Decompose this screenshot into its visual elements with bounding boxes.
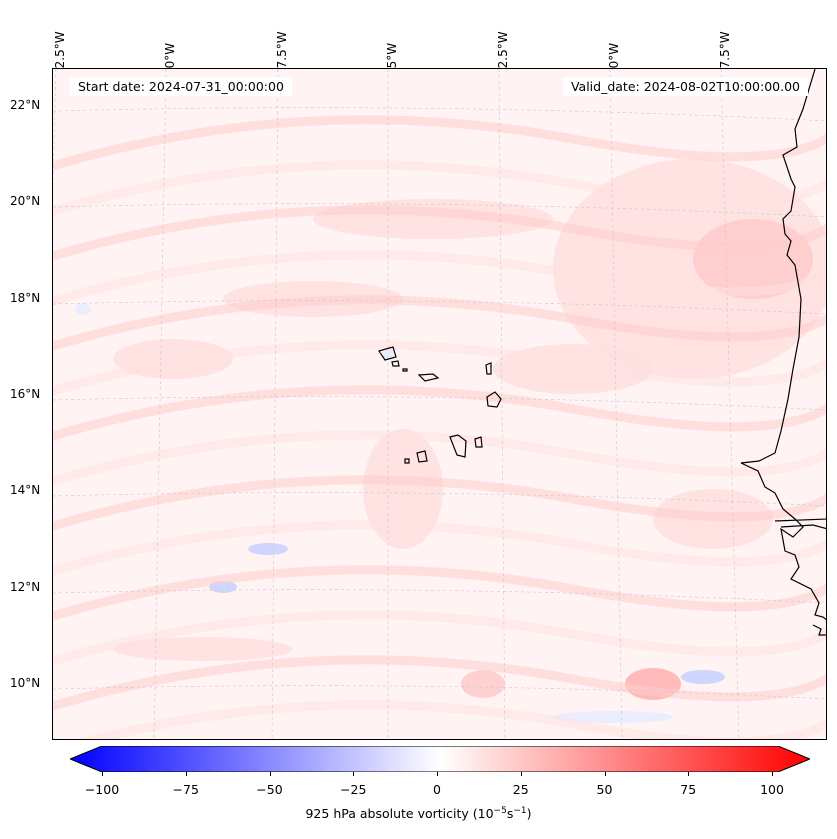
latitude-label: 16°N bbox=[10, 387, 41, 401]
vorticity-contour bbox=[553, 711, 673, 723]
colorbar-tickmark bbox=[185, 772, 187, 776]
map-panel bbox=[52, 68, 827, 740]
latitude-label: 14°N bbox=[10, 483, 41, 497]
colorbar-gradient bbox=[68, 745, 812, 773]
vorticity-contour bbox=[53, 520, 826, 576]
colorbar-tickmark bbox=[520, 772, 522, 776]
longitude-gridline bbox=[271, 69, 279, 739]
coastline bbox=[391, 360, 400, 367]
vorticity-contour bbox=[53, 340, 826, 396]
colorbar bbox=[68, 745, 812, 773]
coastline bbox=[740, 69, 816, 464]
colorbar-tick-label: 0 bbox=[433, 782, 441, 797]
vorticity-contour bbox=[363, 429, 443, 549]
longitude-gridline bbox=[153, 69, 167, 739]
colorbar-tick-label: −75 bbox=[172, 782, 199, 797]
vorticity-contour bbox=[681, 670, 725, 684]
longitude-gridline bbox=[720, 69, 740, 739]
vorticity-contour bbox=[461, 670, 505, 698]
vorticity-contour bbox=[53, 205, 826, 261]
colorbar-tickmark bbox=[269, 772, 271, 776]
colorbar-tickmark bbox=[102, 772, 103, 776]
latitude-label: 18°N bbox=[10, 291, 41, 305]
start-date-label: Start date: 2024-07-31_00:00:00 bbox=[70, 77, 292, 96]
coastlines bbox=[378, 69, 826, 636]
latitude-gridline bbox=[53, 589, 826, 604]
vorticity-contour bbox=[78, 700, 826, 739]
graticule-gridlines bbox=[53, 69, 826, 739]
coastline bbox=[417, 373, 440, 382]
latitude-label: 22°N bbox=[10, 98, 41, 112]
colorbar-tickmark bbox=[437, 772, 438, 776]
coastline bbox=[402, 368, 408, 372]
colorbar-tick-label: −100 bbox=[84, 782, 120, 797]
vorticity-contour bbox=[53, 115, 826, 171]
vorticity-contour bbox=[53, 295, 826, 351]
vorticity-field-map bbox=[53, 69, 826, 739]
vorticity-contour bbox=[113, 637, 293, 661]
vorticity-contour bbox=[75, 303, 91, 315]
vorticity-contour bbox=[53, 430, 826, 486]
colorbar-tickmark bbox=[353, 772, 355, 776]
latitude-gridline bbox=[53, 492, 826, 507]
vorticity-contour bbox=[248, 543, 288, 555]
vorticity-contour bbox=[53, 655, 826, 711]
vorticity-contour bbox=[53, 385, 826, 441]
latitude-gridline bbox=[53, 203, 826, 218]
colorbar-tickmark bbox=[772, 772, 773, 776]
latitude-label: 10°N bbox=[10, 676, 41, 690]
colorbar-label: 925 hPa absolute vorticity (10−5s−1) bbox=[305, 806, 532, 822]
colorbar-tick-label: −50 bbox=[256, 782, 283, 797]
vorticity-contour bbox=[53, 250, 826, 306]
coastline bbox=[486, 391, 502, 408]
colorbar-tick-label: 75 bbox=[680, 782, 697, 797]
colorbar-tick-label: 25 bbox=[512, 782, 529, 797]
vorticity-contour bbox=[53, 610, 826, 666]
coastline bbox=[404, 458, 410, 464]
coastline bbox=[812, 624, 826, 636]
coastline bbox=[416, 450, 428, 463]
coastline bbox=[474, 436, 483, 448]
vorticity-contour bbox=[53, 160, 826, 216]
latitude-gridline bbox=[53, 396, 826, 411]
colorbar-tick-label: −25 bbox=[340, 782, 367, 797]
valid-date-label: Valid_date: 2024-08-02T10:00:00.00 bbox=[562, 77, 808, 96]
latitude-gridline bbox=[53, 300, 826, 315]
latitude-gridline bbox=[53, 107, 826, 122]
coastline bbox=[774, 518, 826, 522]
coastline bbox=[378, 346, 397, 361]
longitude-gridline bbox=[498, 69, 506, 739]
vorticity-contour bbox=[53, 475, 826, 531]
coastline bbox=[780, 524, 826, 530]
colorbar-tickmark bbox=[604, 772, 606, 776]
latitude-gridline bbox=[53, 685, 826, 700]
vorticity-contours bbox=[53, 115, 826, 739]
vorticity-contour bbox=[53, 565, 826, 621]
latitude-label: 12°N bbox=[10, 580, 41, 594]
colorbar-tick-label: 100 bbox=[760, 782, 784, 797]
latitude-label: 20°N bbox=[10, 194, 41, 208]
coastline bbox=[740, 462, 826, 621]
coastline bbox=[485, 362, 492, 375]
colorbar-tickmark bbox=[688, 772, 690, 776]
colorbar-tick-label: 50 bbox=[596, 782, 613, 797]
coastline bbox=[449, 434, 467, 458]
longitude-gridline bbox=[609, 69, 623, 739]
